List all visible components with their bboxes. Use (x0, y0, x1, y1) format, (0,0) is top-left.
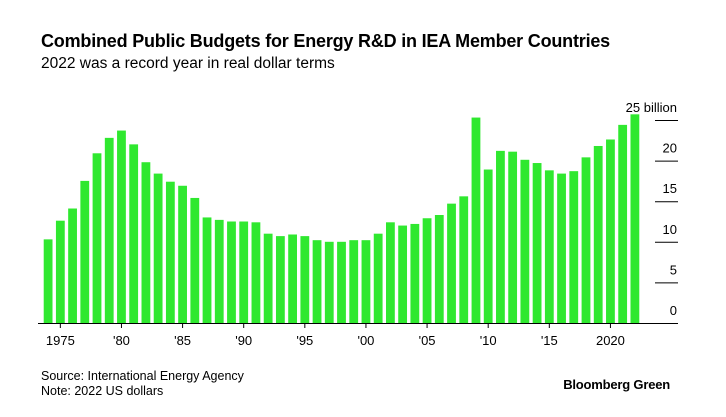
bar-1975 (55, 220, 65, 323)
bar-1977 (80, 180, 90, 323)
bar-1986 (190, 197, 200, 323)
bar-2004 (410, 223, 420, 323)
x-axis: 1975 '80 '85 '90 '95 '00 '05 '10 '15 2020 (38, 323, 678, 348)
x-tick-label-1985: '85 (174, 333, 191, 348)
bar-2005 (422, 218, 432, 323)
bar-series (43, 114, 640, 324)
bar-1981 (129, 144, 139, 323)
x-tick-label-1990: '90 (235, 333, 252, 348)
note-text: Note: 2022 US dollars (41, 384, 164, 398)
bar-2017 (569, 171, 579, 323)
y-tick-label-20: 20 (663, 141, 677, 156)
bar-2011 (496, 150, 505, 323)
y-tick-label-0: 0 (670, 303, 677, 318)
bar-2015 (544, 170, 554, 323)
bar-2012 (508, 151, 518, 323)
bar-2016 (557, 173, 566, 323)
x-tick-label-1980: '80 (113, 333, 130, 348)
x-tick-label-2010: '10 (480, 333, 497, 348)
bar-1974 (43, 239, 53, 323)
bar-2009 (471, 117, 481, 323)
bar-1990 (239, 221, 249, 323)
bar-1985 (178, 185, 187, 323)
bar-2007 (447, 203, 456, 323)
bar-chart: 1975 '80 '85 '90 '95 '00 '05 '10 '15 2020 0 5 10 15 2… (38, 100, 678, 348)
source-text: Source: International Energy Agency (41, 369, 244, 383)
brand-logo: Bloomberg Green (563, 377, 670, 392)
bar-1987 (202, 217, 212, 323)
y-tick-label-10: 10 (663, 222, 677, 237)
bar-2022 (630, 114, 640, 323)
bar-2001 (373, 233, 383, 323)
bar-1983 (153, 173, 163, 323)
x-tick-label-2015: '15 (541, 333, 558, 348)
x-tick-label-2020: 2020 (596, 333, 625, 348)
x-tick-label-2000: '00 (357, 333, 374, 348)
bar-2008 (459, 196, 469, 323)
bar-1982 (141, 162, 151, 323)
bar-2000 (361, 240, 371, 323)
bar-1993 (275, 236, 285, 323)
bar-2018 (581, 157, 591, 323)
bar-1997 (324, 241, 334, 323)
y-axis: 0 5 10 15 20 25 billion (626, 100, 678, 318)
bar-2019 (593, 145, 603, 323)
y-tick-label-25: 25 billion (626, 100, 677, 115)
x-tick-label-1995: '95 (296, 333, 313, 348)
bar-2010 (483, 169, 493, 323)
bar-1992 (263, 233, 273, 323)
bar-1991 (251, 222, 261, 323)
bar-2013 (520, 159, 530, 323)
bar-2014 (532, 163, 542, 323)
bar-2020 (606, 139, 615, 323)
bar-1996 (312, 240, 322, 323)
bar-2021 (618, 124, 628, 324)
bar-2006 (434, 215, 444, 323)
bar-1978 (92, 153, 102, 323)
bar-1980 (117, 130, 126, 323)
bar-1998 (337, 241, 346, 323)
bar-1994 (288, 234, 297, 323)
bar-1999 (349, 240, 359, 323)
bar-1989 (227, 221, 236, 323)
bar-1984 (165, 181, 175, 323)
y-tick-label-15: 15 (663, 181, 677, 196)
bar-2003 (398, 225, 408, 323)
x-tick-label-1975: 1975 (46, 333, 75, 348)
chart-title: Combined Public Budgets for Energy R&D i… (41, 31, 610, 51)
source-note: Source: International Energy Agency Note… (41, 369, 244, 399)
y-tick-label-5: 5 (670, 262, 677, 277)
chart-subtitle: 2022 was a record year in real dollar te… (41, 55, 335, 72)
bar-1979 (104, 137, 114, 323)
bar-2002 (386, 222, 395, 323)
bar-1976 (68, 208, 77, 323)
bar-1988 (214, 219, 224, 323)
bar-1995 (300, 236, 310, 323)
x-tick-label-2005: '05 (419, 333, 436, 348)
